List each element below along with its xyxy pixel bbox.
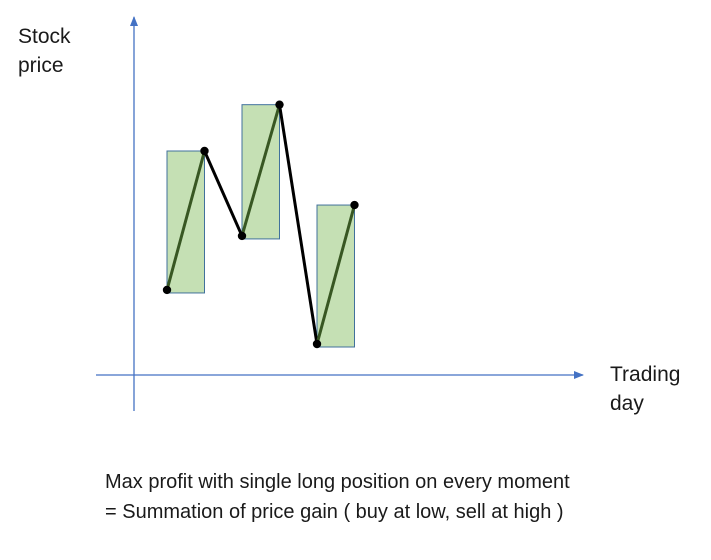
- caption-line: = Summation of price gain ( buy at low, …: [105, 501, 564, 523]
- x-axis-title: Trading day: [610, 360, 680, 418]
- fall-segment: [203, 149, 244, 238]
- x-axis-title-line: Trading: [610, 363, 681, 386]
- price-point: [350, 200, 359, 210]
- y-axis-title-line: Stock: [18, 25, 71, 48]
- price-points: [162, 100, 359, 349]
- x-axis-title-line: day: [610, 392, 644, 415]
- price-segments: [165, 103, 356, 346]
- price-point: [200, 146, 209, 156]
- price-point: [312, 339, 322, 349]
- rise-segment: [315, 203, 356, 346]
- caption-line: Max profit with single long position on …: [105, 471, 570, 493]
- caption: Max profit with single long position on …: [105, 467, 570, 527]
- y-axis-title-line: price: [18, 54, 64, 77]
- rise-segment: [165, 149, 206, 292]
- price-point: [275, 100, 284, 109]
- rise-segment: [240, 103, 281, 238]
- y-axis-title: Stock price: [18, 22, 71, 80]
- price-point: [237, 231, 247, 241]
- fall-segment: [278, 103, 319, 346]
- price-point: [162, 285, 172, 295]
